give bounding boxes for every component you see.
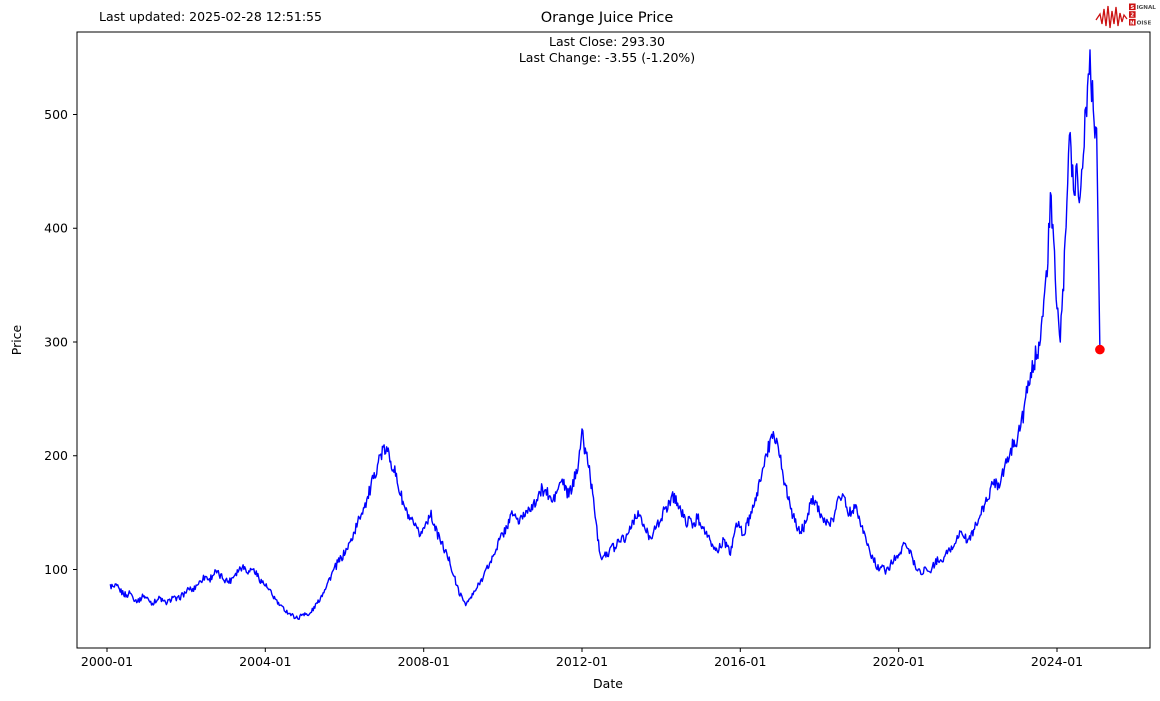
price-line-series [109, 49, 1101, 620]
logo-letter-box-s [1129, 3, 1136, 11]
logo-word-ignal: IGNAL [1137, 5, 1157, 11]
y-tick-400: 400 [44, 221, 68, 236]
y-axis-label: Price [9, 324, 24, 355]
x-tick-2008: 2008-01 [398, 654, 450, 669]
x-tick-2012: 2012-01 [556, 654, 608, 669]
ecg-waveform-icon [1095, 5, 1128, 29]
last-updated-text: Last updated: 2025-02-28 12:51:55 [99, 9, 322, 24]
x-tick-2000: 2000-01 [81, 654, 133, 669]
logo-letter-n: N [1130, 20, 1135, 26]
logo-letter-2: 2 [1130, 13, 1134, 19]
x-tick-2004: 2004-01 [239, 654, 291, 669]
x-axis-ticks [106, 648, 1058, 652]
subtitle-last-change: Last Change: -3.55 (-1.20%) [519, 50, 695, 65]
y-tick-200: 200 [44, 448, 68, 463]
plot-area-border [76, 31, 1151, 649]
x-axis-label: Date [593, 676, 623, 691]
logo-letter-box-2 [1129, 11, 1136, 18]
y-tick-300: 300 [44, 335, 68, 350]
signal2noise-logo: S IGNAL 2 N OISE [1095, 3, 1157, 29]
y-axis-ticks [73, 114, 77, 570]
subtitle-last-close: Last Close: 293.30 [549, 34, 665, 49]
logo-letter-s: S [1130, 5, 1134, 11]
last-price-marker [1095, 344, 1105, 355]
y-tick-500: 500 [44, 107, 68, 122]
chart-title: Orange Juice Price [541, 10, 674, 26]
x-tick-2020: 2020-01 [873, 654, 925, 669]
logo-word-oise: OISE [1137, 20, 1152, 26]
x-tick-2024: 2024-01 [1031, 654, 1083, 669]
x-tick-2016: 2016-01 [714, 654, 766, 669]
logo-letter-box-n [1129, 18, 1136, 26]
y-tick-100: 100 [44, 562, 68, 577]
